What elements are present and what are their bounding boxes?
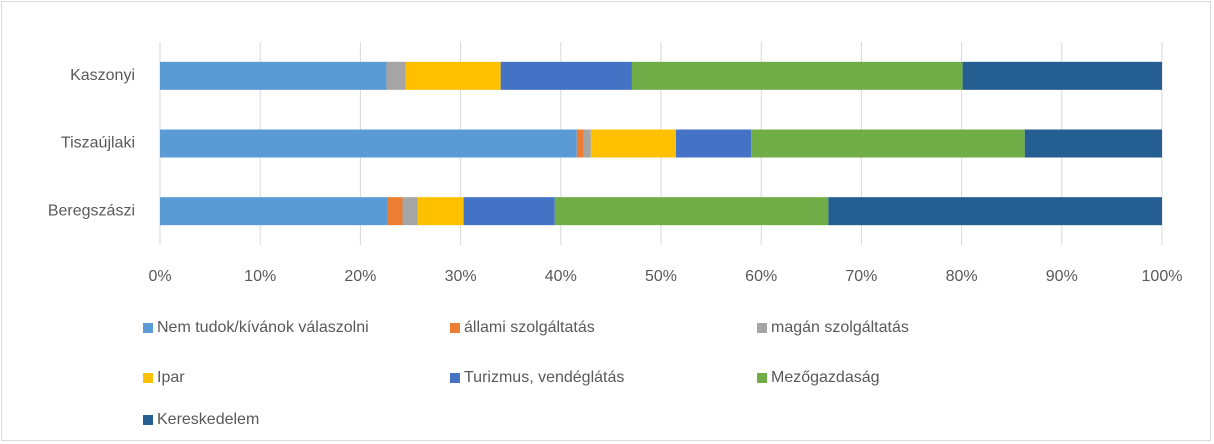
x-tick-label: 60% — [745, 268, 777, 285]
legend-label: Kereskedelem — [157, 411, 259, 428]
legend-swatch — [450, 373, 460, 383]
bar-segment — [554, 197, 829, 226]
bar-segment — [576, 129, 584, 158]
x-tick-label: 70% — [845, 268, 877, 285]
x-tick-label: 80% — [946, 268, 978, 285]
bar-segment — [590, 129, 677, 158]
legend-swatch — [757, 323, 767, 333]
bar-segment — [583, 129, 591, 158]
x-tick-label: 30% — [445, 268, 477, 285]
bar-segment — [676, 129, 752, 158]
bar-segment — [160, 61, 387, 90]
bar-segment — [962, 61, 1162, 90]
bar-segment — [405, 61, 501, 90]
bar-segment — [751, 129, 1025, 158]
y-tick-label: Kaszonyi — [70, 67, 135, 84]
y-tick-label: Tiszaújlaki — [61, 135, 135, 152]
bar-segment — [1024, 129, 1162, 158]
legend-swatch — [757, 373, 767, 383]
legend-label: magán szolgáltatás — [771, 319, 909, 336]
x-tick-label: 10% — [244, 268, 276, 285]
x-tick-label: 0% — [148, 268, 171, 285]
bar-segment — [500, 61, 632, 90]
legend-swatch — [450, 323, 460, 333]
bar-segment — [631, 61, 963, 90]
legend-label: Nem tudok/kívánok válaszolni — [157, 319, 369, 336]
bar-segment — [828, 197, 1162, 226]
y-tick-label: Beregszászi — [48, 202, 135, 219]
bar-segment — [463, 197, 555, 226]
x-tick-label: 100% — [1142, 268, 1183, 285]
x-tick-label: 50% — [645, 268, 677, 285]
legend-label: állami szolgáltatás — [464, 319, 595, 336]
bar-segment — [386, 61, 406, 90]
legend-label: Ipar — [157, 369, 185, 386]
bar-segment — [402, 197, 418, 226]
bar-segment — [417, 197, 464, 226]
legend-label: Mezőgazdaság — [771, 369, 880, 386]
legend-swatch — [143, 415, 153, 425]
x-tick-label: 90% — [1046, 268, 1078, 285]
bar-segment — [160, 129, 577, 158]
bar-segment — [387, 197, 403, 226]
x-tick-label: 20% — [344, 268, 376, 285]
bar-segment — [160, 197, 388, 226]
legend-swatch — [143, 323, 153, 333]
legend-swatch — [143, 373, 153, 383]
legend-label: Turizmus, vendéglátás — [464, 369, 624, 386]
x-tick-label: 40% — [545, 268, 577, 285]
